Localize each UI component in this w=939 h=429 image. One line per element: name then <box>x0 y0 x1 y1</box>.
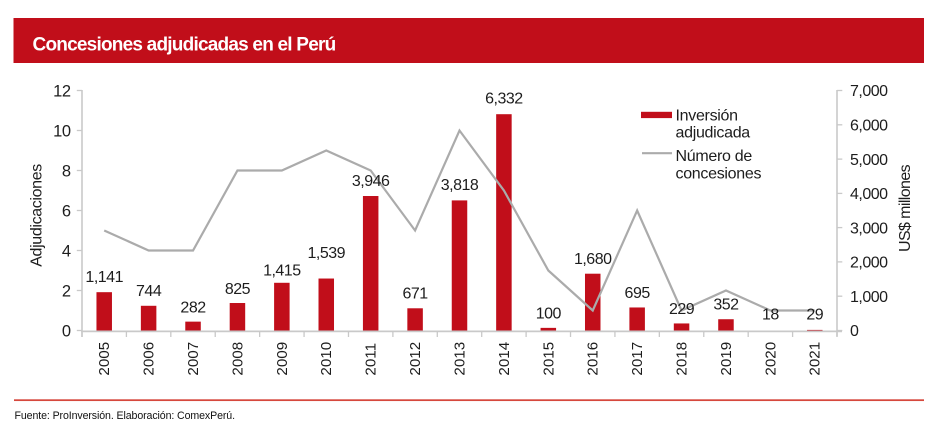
svg-text:6,000: 6,000 <box>850 118 888 135</box>
svg-text:671: 671 <box>402 286 428 303</box>
svg-text:2011: 2011 <box>363 343 380 376</box>
svg-text:2014: 2014 <box>496 342 513 376</box>
svg-text:2019: 2019 <box>718 342 735 376</box>
svg-text:1,141: 1,141 <box>85 269 123 286</box>
svg-text:3,946: 3,946 <box>352 173 390 190</box>
svg-text:1,539: 1,539 <box>307 245 345 262</box>
svg-text:US$ millones: US$ millones <box>897 164 914 252</box>
svg-text:Adjudicaciones: Adjudicaciones <box>29 164 46 267</box>
svg-text:825: 825 <box>225 281 251 298</box>
svg-text:Inversión: Inversión <box>676 108 738 125</box>
svg-text:2018: 2018 <box>674 342 691 376</box>
svg-text:2021: 2021 <box>807 342 824 376</box>
svg-text:0: 0 <box>850 323 859 340</box>
svg-text:10: 10 <box>53 122 71 140</box>
svg-text:1,680: 1,680 <box>574 251 612 268</box>
svg-text:2007: 2007 <box>185 342 202 376</box>
svg-text:2015: 2015 <box>540 342 557 376</box>
svg-text:adjudicada: adjudicada <box>676 124 751 141</box>
svg-text:Fuente: ProInversión. Elaborac: Fuente: ProInversión. Elaboración: Comex… <box>15 410 235 422</box>
svg-text:2009: 2009 <box>274 342 291 376</box>
svg-text:6: 6 <box>62 202 71 220</box>
svg-text:229: 229 <box>669 301 695 318</box>
svg-text:744: 744 <box>136 283 162 300</box>
svg-text:2013: 2013 <box>451 342 468 376</box>
svg-text:5,000: 5,000 <box>850 152 888 169</box>
svg-text:2006: 2006 <box>141 342 158 376</box>
svg-text:2008: 2008 <box>229 342 246 376</box>
svg-text:1,415: 1,415 <box>263 262 301 279</box>
svg-text:2010: 2010 <box>318 342 335 376</box>
svg-text:6,332: 6,332 <box>485 90 523 107</box>
svg-text:282: 282 <box>180 300 206 317</box>
svg-text:concesiones: concesiones <box>676 165 762 182</box>
svg-text:352: 352 <box>713 297 739 314</box>
svg-text:2,000: 2,000 <box>850 255 888 272</box>
svg-text:4,000: 4,000 <box>850 186 888 203</box>
svg-text:1,000: 1,000 <box>850 289 888 306</box>
svg-text:29: 29 <box>806 307 823 324</box>
svg-text:4: 4 <box>62 242 71 260</box>
svg-text:695: 695 <box>625 285 651 302</box>
svg-text:12: 12 <box>53 82 71 100</box>
svg-text:2012: 2012 <box>407 342 424 376</box>
svg-text:2: 2 <box>62 282 71 300</box>
svg-text:2017: 2017 <box>629 342 646 376</box>
svg-text:8: 8 <box>62 162 71 180</box>
svg-text:2016: 2016 <box>585 342 602 376</box>
svg-text:3,000: 3,000 <box>850 220 888 237</box>
svg-text:18: 18 <box>762 307 779 324</box>
svg-text:7,000: 7,000 <box>850 83 888 100</box>
svg-text:2005: 2005 <box>96 342 113 376</box>
svg-text:3,818: 3,818 <box>441 177 479 194</box>
svg-text:2020: 2020 <box>762 342 779 376</box>
svg-text:0: 0 <box>62 322 71 340</box>
svg-text:Concesiones adjudicadas en el: Concesiones adjudicadas en el Perú <box>33 35 336 56</box>
svg-text:100: 100 <box>536 306 562 323</box>
svg-text:Número de: Número de <box>676 148 753 165</box>
